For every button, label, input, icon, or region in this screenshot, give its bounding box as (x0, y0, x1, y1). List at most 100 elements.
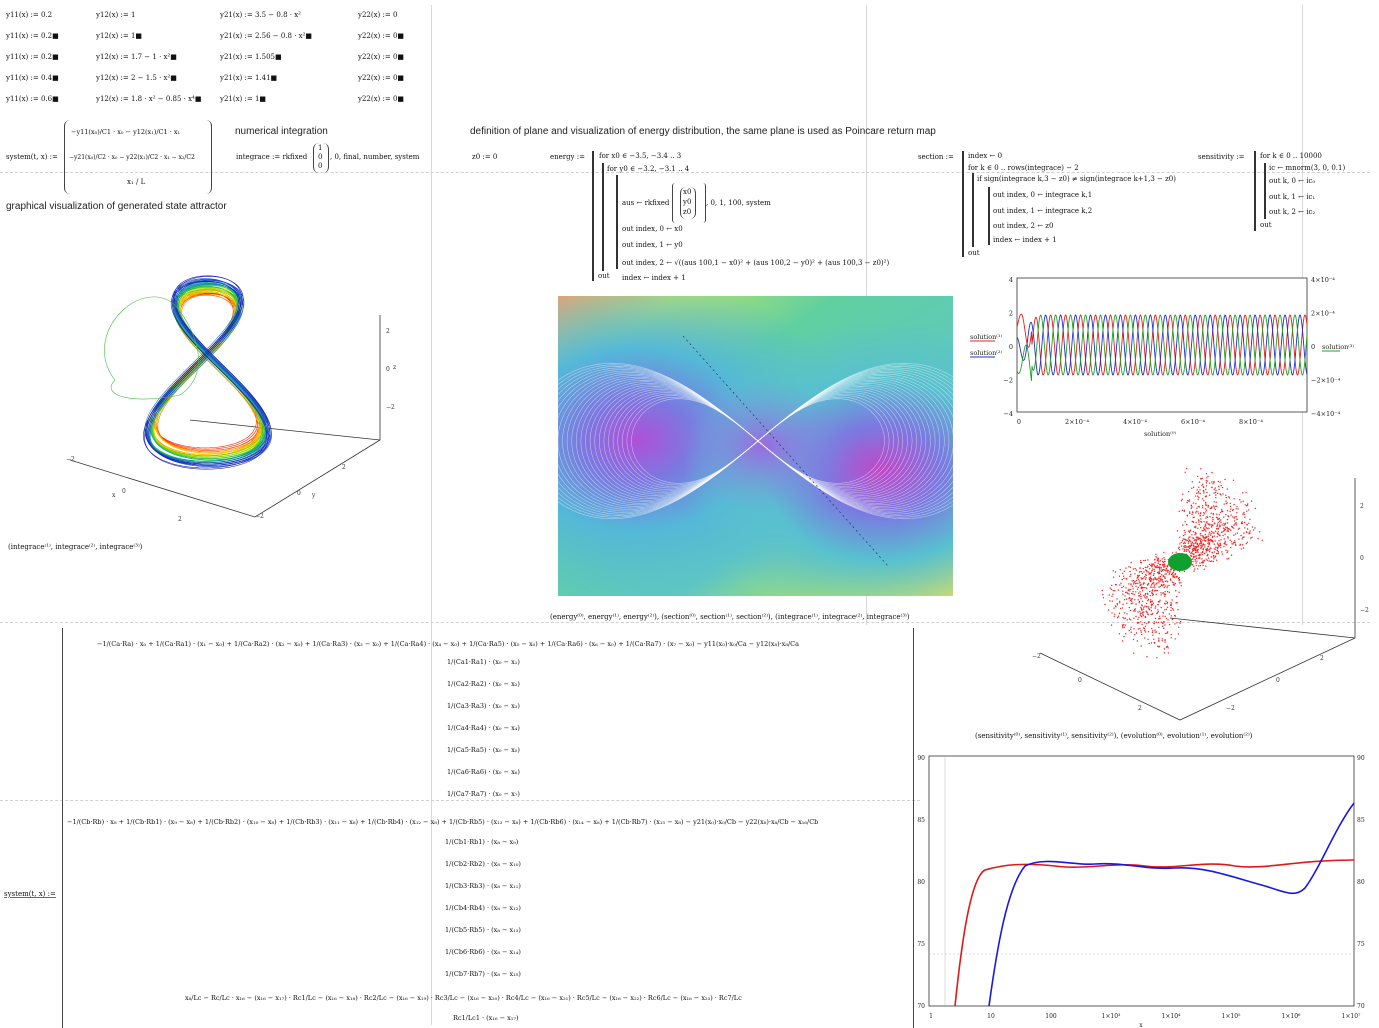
function-definition[interactable]: y22(x) := 0■ (358, 74, 405, 82)
axis-label: solution⁽²⁾ (970, 349, 1003, 357)
scatter-point (1134, 573, 1136, 575)
scatter-point (1217, 521, 1220, 523)
scatter-point (1195, 539, 1197, 541)
scatter-point (1133, 609, 1136, 611)
function-definition[interactable]: y11(x) := 0.4■ (6, 74, 59, 82)
program-line: out k, 2 ← ic₂ (1269, 208, 1316, 216)
scatter-point (1133, 628, 1135, 630)
scatter-point (1122, 616, 1124, 619)
scatter-point (1153, 621, 1155, 623)
program-line: out (1260, 221, 1272, 229)
scatter-point (1130, 583, 1132, 586)
section-label[interactable]: section := (918, 153, 954, 161)
scatter-point (1207, 475, 1209, 478)
scatter-point (1210, 526, 1213, 528)
axis-tick: 4×10⁻⁴ (1311, 276, 1335, 284)
scatter-point (1155, 583, 1158, 585)
scatter-point (1161, 584, 1163, 587)
scatter-point (1163, 568, 1165, 571)
scatter-point (1202, 514, 1204, 517)
scatter-point (1119, 569, 1121, 571)
scatter-point (1243, 521, 1246, 524)
function-definition[interactable]: y12(x) := 1.7 − 1 · x²■ (96, 53, 177, 61)
scatter-point (1194, 548, 1196, 550)
scatter-point (1171, 618, 1174, 620)
scatter-point (1244, 527, 1246, 529)
scatter-caption[interactable]: (sensitivity⁽⁰⁾, sensitivity⁽¹⁾, sensiti… (975, 732, 1253, 740)
scatter-point (1131, 597, 1133, 600)
trajectory-loop (150, 284, 265, 458)
scatter-point (1217, 531, 1220, 533)
function-definition[interactable]: y11(x) := 0.2 (6, 11, 53, 19)
scatter-point (1188, 531, 1191, 533)
sensitivity-label[interactable]: sensitivity := (1198, 153, 1245, 161)
function-definition[interactable]: y21(x) := 1.505■ (220, 53, 282, 61)
scatter-point (1230, 529, 1232, 532)
scatter-point (1224, 543, 1226, 545)
frequency-log-plot[interactable]: 90 90 85 85 80 80 75 75 70 70 1 10 100 1×10³ 1×10⁴ 1×10… (915, 748, 1370, 1028)
function-definition[interactable]: y12(x) := 1 (96, 11, 136, 19)
scatter-point (1151, 566, 1153, 568)
program-line: index ← index + 1 (622, 274, 686, 282)
trajectory-loop (151, 287, 264, 458)
function-definition[interactable]: y22(x) := 0■ (358, 53, 405, 61)
function-definition[interactable]: y12(x) := 2 − 1.5 · x²■ (96, 74, 177, 82)
axis-tick: 1×10⁵ (1222, 1013, 1241, 1020)
system-matrix[interactable]: −y11(x₀)/C1 · x₀ − y12(x₁)/C1 · x₁ −y21(… (64, 120, 212, 194)
system-row: −y11(x₀)/C1 · x₀ − y12(x₁)/C1 · x₁ (71, 128, 181, 136)
solution-time-plot[interactable]: 4 2 0 −2 −4 4×10⁻⁴ 2×10⁻⁴ 0 −2×10⁻⁴ −4×10⁻⁴ 0 2×10⁻… (965, 270, 1370, 442)
function-definition[interactable]: y22(x) := 0 (358, 11, 398, 19)
function-definition[interactable]: y21(x) := 1■ (220, 95, 267, 103)
function-definition[interactable]: y12(x) := 1.8 · x² − 0.85 · x⁴■ (96, 95, 202, 103)
function-definition[interactable]: y21(x) := 2.56 − 0.8 · x²■ (220, 32, 313, 40)
scatter-point (1152, 634, 1154, 636)
function-definition[interactable]: y22(x) := 0■ (358, 32, 405, 40)
scatter-point (1153, 563, 1155, 565)
scatter-point (1204, 508, 1207, 510)
axis-tick: 1×10³ (1102, 1013, 1121, 1020)
function-definition[interactable]: y21(x) := 3.5 − 0.8 · x² (220, 11, 301, 19)
scatter-point (1202, 486, 1205, 488)
big-system-matrix[interactable]: −1/(Ca·Ra) · x₀ + 1/(Ca·Ra1) · (x₁ − x₀)… (62, 628, 914, 1028)
function-definition[interactable]: y21(x) := 1.41■ (220, 74, 278, 82)
numint-expr[interactable]: integrace := rkfixed (236, 153, 308, 161)
function-definition[interactable]: y11(x) := 0.6■ (6, 95, 59, 103)
scatter-point (1168, 623, 1171, 626)
scatter-point (1243, 511, 1245, 514)
equation-entry: 1/(Cb5·Rb5) · (x₈ − x₁₃) (445, 926, 521, 934)
sensitivity-program[interactable]: for k ∈ 0 .. 10000 ic ← mnorm(3, 0, 0.1)… (1254, 151, 1345, 231)
scatter-point (1238, 527, 1241, 529)
function-definition[interactable]: y11(x) := 0.2■ (6, 53, 59, 61)
system-label[interactable]: system(t, x) := (6, 153, 58, 161)
section-program[interactable]: index ← 0 for k ∈ 0 .. rows(integrace) −… (962, 151, 1176, 257)
scatter-point (1152, 602, 1155, 604)
scatter-point (1180, 541, 1182, 544)
energy-label[interactable]: energy := (550, 153, 586, 161)
axis-tick: 2 (386, 328, 390, 335)
scatter-point (1158, 577, 1160, 580)
function-definition[interactable]: y11(x) := 0.2■ (6, 32, 59, 40)
big-system-label[interactable]: system(t, x) := (4, 890, 56, 898)
program-line: out k, 1 ← ic₁ (1269, 193, 1316, 201)
numint-vector[interactable]: 1 0 0 (313, 143, 329, 173)
scatter-point (1154, 587, 1156, 589)
energy-program[interactable]: for x0 ∈ −3.5, −3.4 .. 3 for y0 ∈ −3.2, … (592, 151, 889, 282)
energy-heatmap[interactable] (558, 296, 953, 596)
scatter-point (1243, 536, 1245, 538)
scatter-point (1197, 495, 1199, 497)
attractor-caption[interactable]: (integrace⁽¹⁾, integrace⁽²⁾, integrace⁽³… (8, 543, 143, 551)
function-definition[interactable]: y12(x) := 1■ (96, 32, 143, 40)
scatter-point (1217, 533, 1220, 536)
attractor-3d-plot[interactable]: 2 0 −2 −2 0 2 −2 0 2 x y z (0, 215, 430, 540)
scatter-point (1146, 571, 1148, 573)
energy-caption[interactable]: (energy⁽⁰⁾, energy⁽¹⁾, energy⁽²⁾), (sect… (550, 613, 910, 621)
scatter-point (1172, 584, 1175, 586)
scatter-point (1241, 538, 1243, 540)
scatter-point (1130, 602, 1132, 605)
function-definition[interactable]: y22(x) := 0■ (358, 95, 405, 103)
axis-tick: 75 (917, 941, 925, 948)
sensitivity-3d-scatter[interactable]: 2 0 −2 −2 0 2 −2 0 2 (1020, 448, 1370, 728)
axis-tick: 85 (917, 817, 925, 824)
scatter-point (1204, 546, 1206, 548)
z0-definition[interactable]: z0 := 0 (472, 153, 498, 161)
